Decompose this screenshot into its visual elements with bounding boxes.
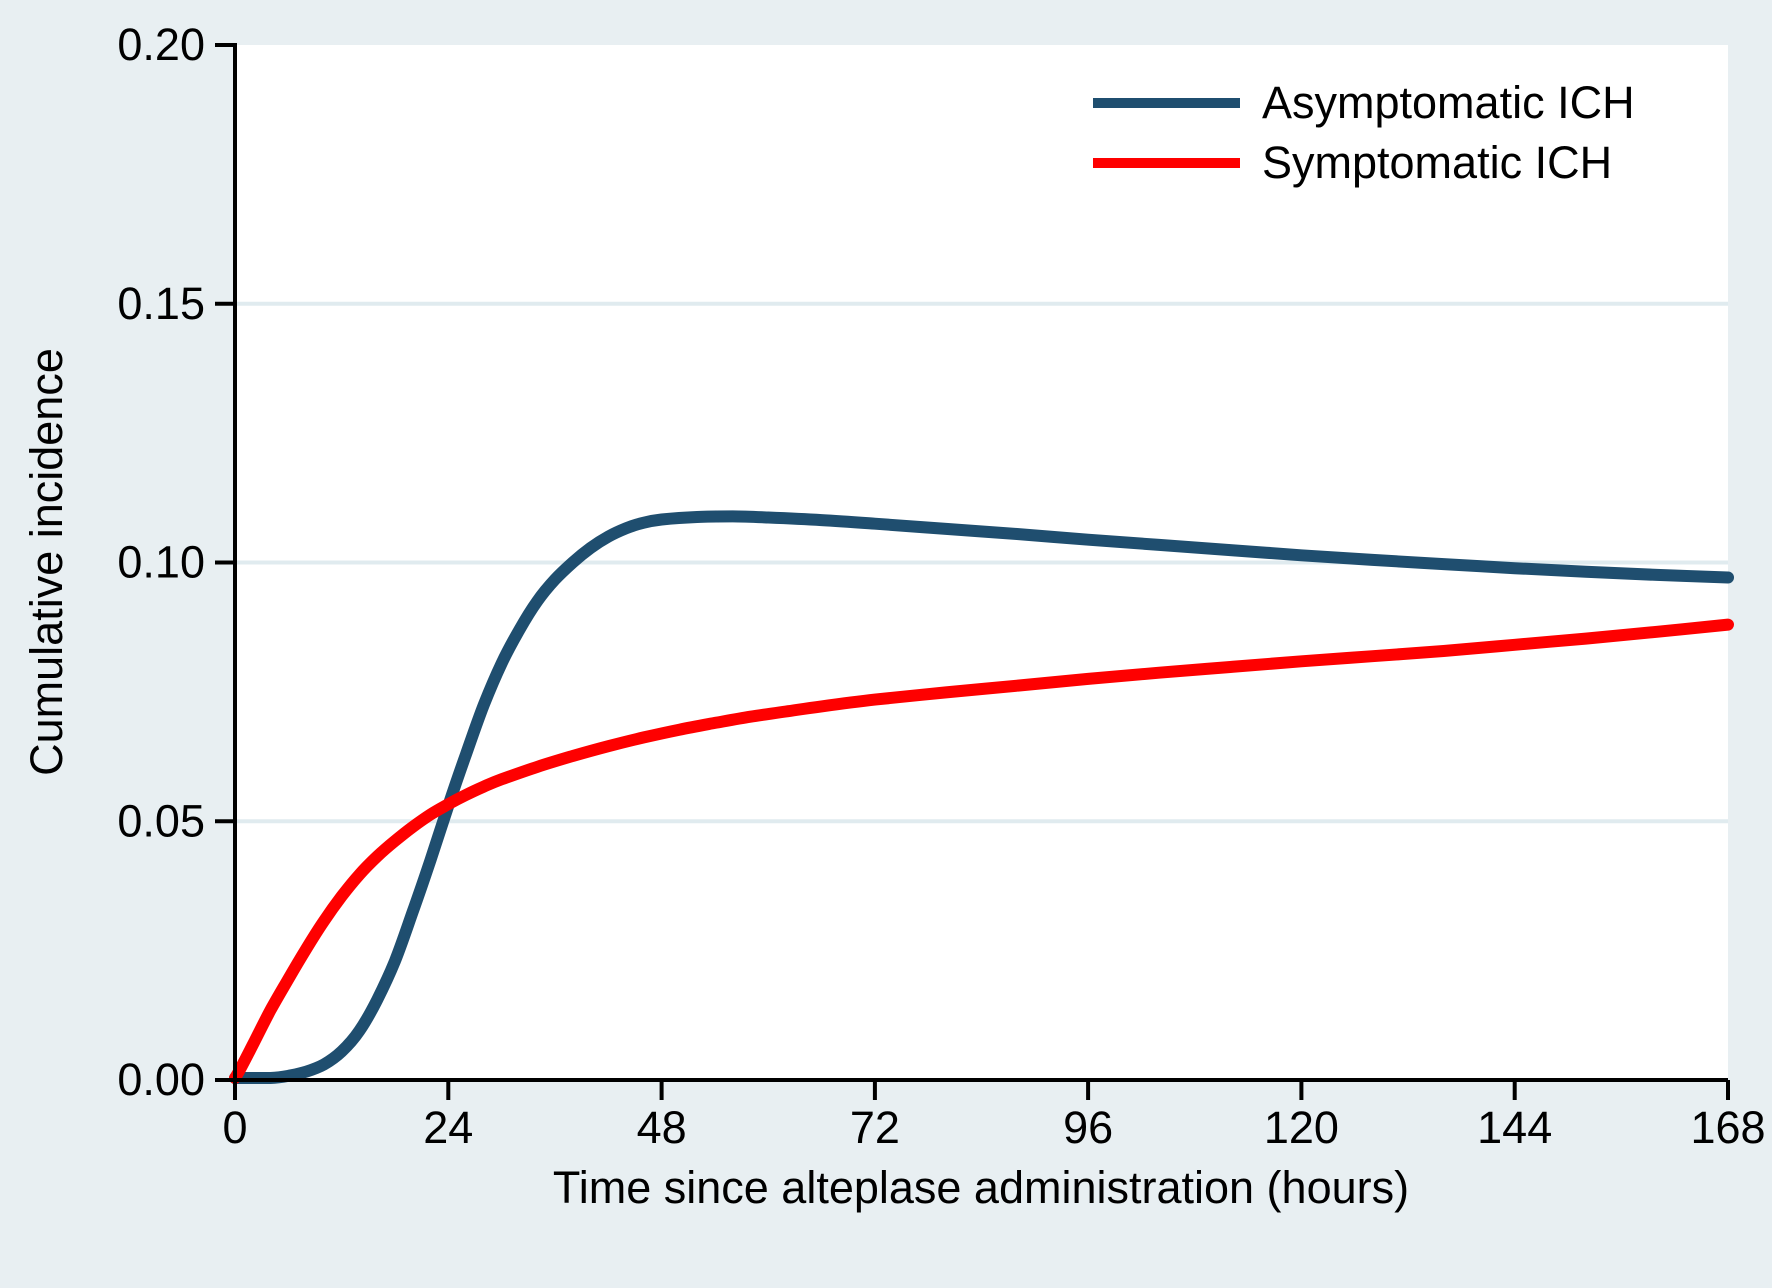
x-tick-label: 120 [1264, 1102, 1339, 1153]
x-tick-label: 72 [850, 1102, 900, 1153]
series-curve-symptomatic-ich [229, 618, 1734, 1084]
legend-label-asymptomatic: Asymptomatic ICH [1262, 77, 1635, 128]
x-tick-label: 48 [637, 1102, 687, 1153]
x-tick-label: 144 [1477, 1102, 1552, 1153]
tick-marks-and-labels: 0 24 48 72 96 120 144 168 0.00 0.05 0.10 0.15 0.20 [117, 19, 1765, 1153]
y-tick-label: 0.00 [117, 1054, 205, 1105]
y-tick-label: 0.15 [117, 278, 205, 329]
y-axis-title: Cumulative incidence [21, 348, 72, 776]
y-tick-label: 0.05 [117, 795, 205, 846]
y-tick-label: 0.20 [117, 19, 205, 70]
data-curves [229, 510, 1734, 1084]
x-tick-label: 0 [222, 1102, 247, 1153]
series-curve-asymptomatic-ich [229, 510, 1734, 1084]
x-tick-label: 168 [1690, 1102, 1765, 1153]
x-tick-label: 96 [1063, 1102, 1113, 1153]
y-tick-label: 0.10 [117, 537, 205, 588]
x-axis-title: Time since alteplase administration (hou… [553, 1162, 1409, 1213]
legend: Asymptomatic ICH Symptomatic ICH [1093, 77, 1635, 188]
x-tick-label: 24 [423, 1102, 473, 1153]
legend-label-symptomatic: Symptomatic ICH [1262, 137, 1612, 188]
